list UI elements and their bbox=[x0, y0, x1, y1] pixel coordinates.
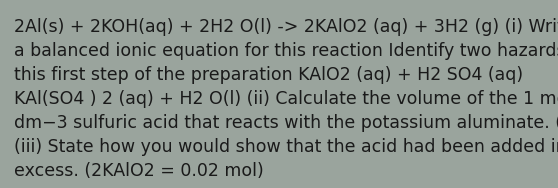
Text: (iii) State how you would show that the acid had been added in: (iii) State how you would show that the … bbox=[14, 138, 558, 156]
Text: dm−3 sulfuric acid that reacts with the potassium aluminate. (1): dm−3 sulfuric acid that reacts with the … bbox=[14, 114, 558, 132]
Text: a balanced ionic equation for this reaction Identify two hazards in: a balanced ionic equation for this react… bbox=[14, 42, 558, 60]
Text: 2Al(s) + 2KOH(aq) + 2H2 O(l) -> 2KAlO2 (aq) + 3H2 (g) (i) Write: 2Al(s) + 2KOH(aq) + 2H2 O(l) -> 2KAlO2 (… bbox=[14, 18, 558, 36]
Text: KAl(SO4 ) 2 (aq) + H2 O(l) (ii) Calculate the volume of the 1 mol: KAl(SO4 ) 2 (aq) + H2 O(l) (ii) Calculat… bbox=[14, 90, 558, 108]
Text: this first step of the preparation KAlO2 (aq) + H2 SO4 (aq): this first step of the preparation KAlO2… bbox=[14, 66, 523, 84]
Text: excess. (2KAlO2 = 0.02 mol): excess. (2KAlO2 = 0.02 mol) bbox=[14, 162, 264, 180]
